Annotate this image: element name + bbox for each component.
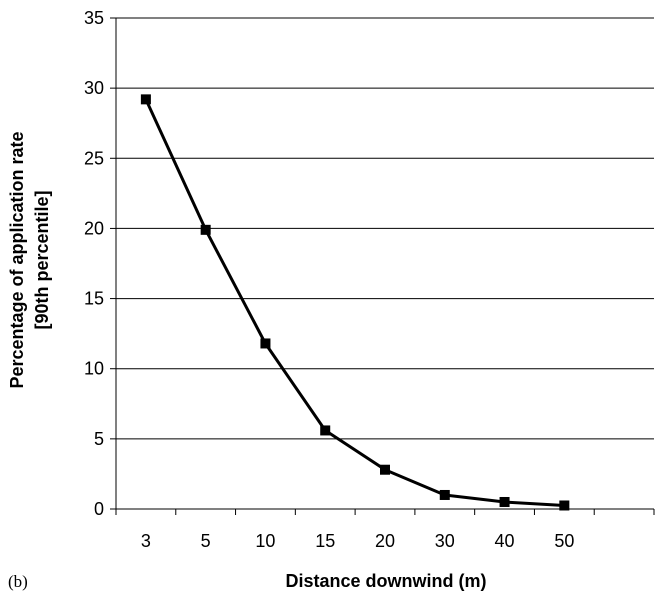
y-axis-title-line-2: [90th percentile] bbox=[32, 190, 52, 329]
y-tick-label: 20 bbox=[84, 218, 104, 238]
series-line-0 bbox=[144, 98, 565, 507]
data-point-marker bbox=[559, 500, 570, 511]
data-point-marker bbox=[140, 94, 151, 105]
y-tick-label: 30 bbox=[84, 78, 104, 98]
y-tick-label: 10 bbox=[84, 359, 104, 379]
y-tick-label: 15 bbox=[84, 289, 104, 309]
y-axis-title-line-1: Percentage of application rate bbox=[7, 131, 27, 388]
x-tick-label: 30 bbox=[435, 531, 455, 551]
data-point-marker bbox=[260, 338, 271, 349]
x-tick-label: 15 bbox=[315, 531, 335, 551]
panel-label: (b) bbox=[8, 572, 28, 591]
y-tick-label: 5 bbox=[94, 429, 104, 449]
y-tick-label: 25 bbox=[84, 148, 104, 168]
x-axis-title: Distance downwind (m) bbox=[285, 571, 486, 591]
labels: (b) Distance downwind (m) Percentage of … bbox=[7, 8, 574, 591]
data-point-marker bbox=[380, 464, 390, 475]
data-point-marker bbox=[320, 425, 331, 436]
y-tick-label: 35 bbox=[84, 8, 104, 28]
x-tick-label: 3 bbox=[141, 531, 151, 551]
data-point-marker bbox=[200, 224, 211, 235]
gridlines bbox=[116, 17, 654, 440]
data-series bbox=[140, 94, 570, 511]
x-tick-label: 10 bbox=[255, 531, 275, 551]
x-tick-label: 5 bbox=[201, 531, 211, 551]
y-tick-label: 0 bbox=[94, 499, 104, 519]
x-tick-label: 20 bbox=[375, 531, 395, 551]
x-tick-label: 40 bbox=[495, 531, 515, 551]
x-tick-label: 50 bbox=[554, 531, 574, 551]
data-point-marker bbox=[439, 489, 450, 500]
axes bbox=[110, 17, 655, 515]
data-point-marker bbox=[499, 496, 510, 507]
